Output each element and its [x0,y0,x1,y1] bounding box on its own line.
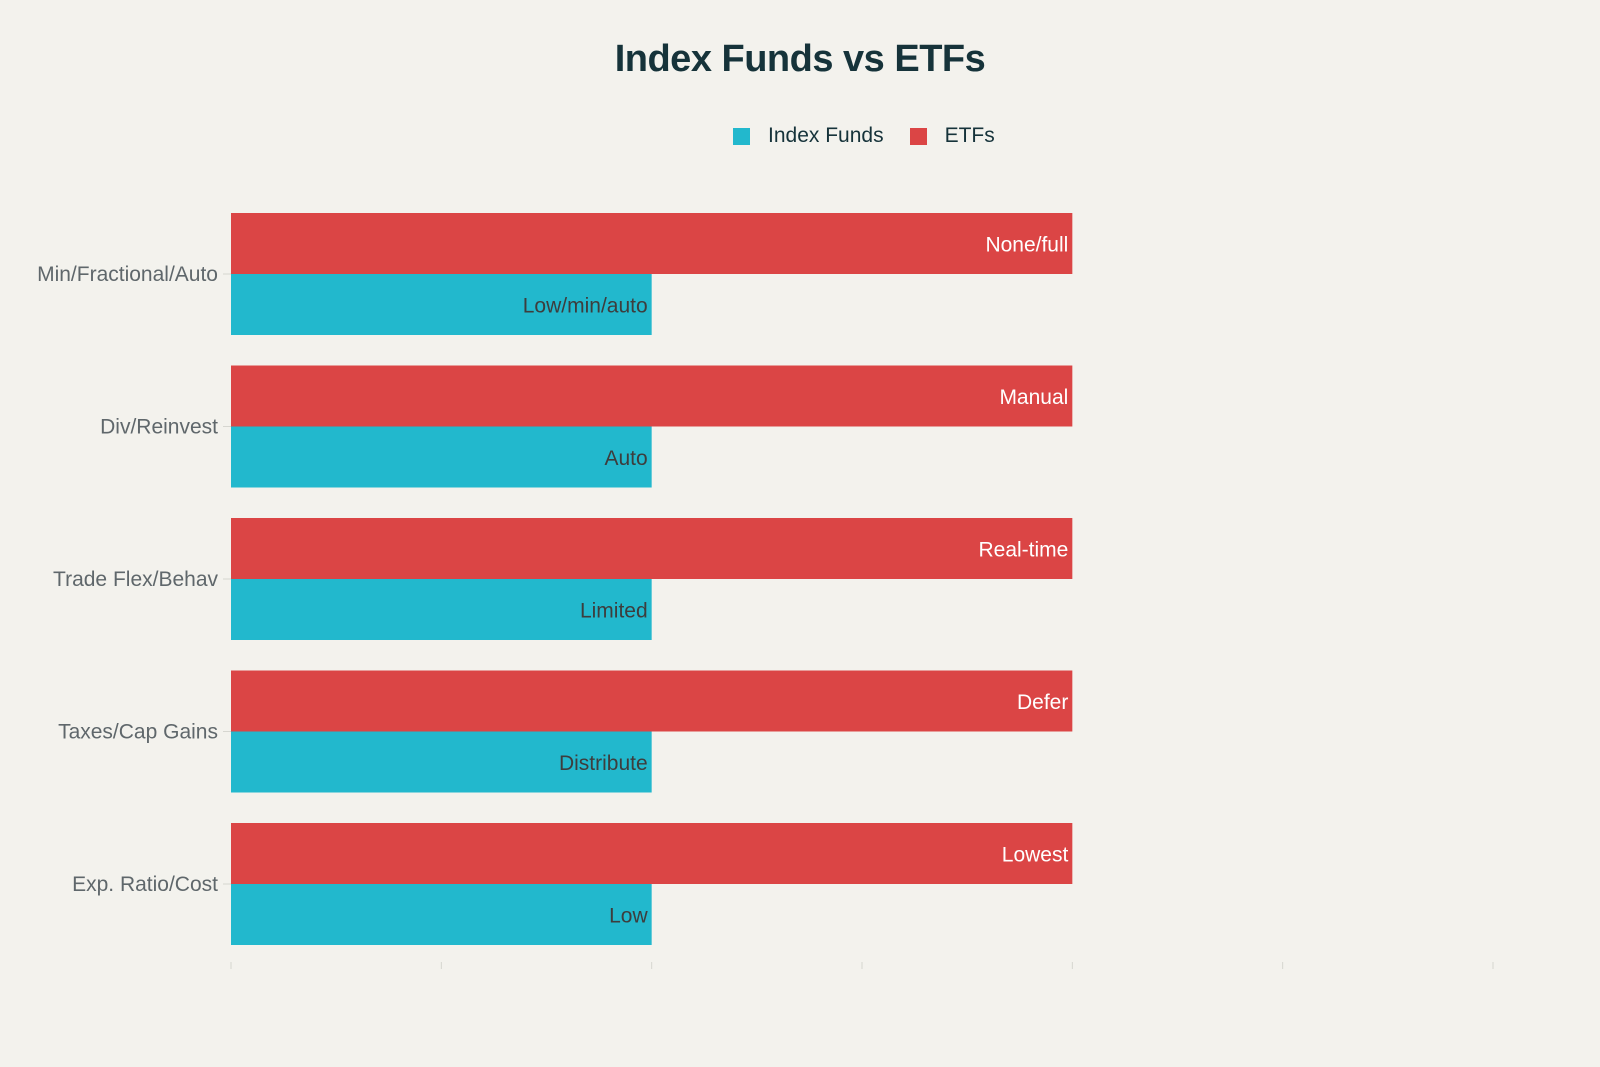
legend-item-index-funds[interactable]: Index Funds [733,124,884,148]
bar-etfs-min-fractional-auto [231,213,1073,274]
category-label-exp-ratio-cost: Exp. Ratio/Cost [72,873,218,896]
data-label-etfs-exp-ratio-cost: Lowest [1002,844,1069,867]
legend-label-index-funds: Index Funds [768,124,884,147]
data-label-etfs-trade-flex-behav: Real-time [978,539,1068,562]
chart-title: Index Funds vs ETFs [614,38,986,80]
bar-index-funds-trade-flex-behav [231,579,652,640]
data-label-index-funds-min-fractional-auto: Low/min/auto [523,295,648,318]
legend: Index Funds ETFs [733,124,1021,148]
category-label-trade-flex-behav: Trade Flex/Behav [53,568,218,591]
bar-etfs-trade-flex-behav [231,518,1073,579]
bar-index-funds-min-fractional-auto [231,274,652,335]
legend-label-etfs: ETFs [944,124,995,147]
data-label-index-funds-taxes-cap-gains: Distribute [559,752,648,775]
data-label-index-funds-div-reinvest: Auto [604,447,647,470]
data-label-etfs-min-fractional-auto: None/full [985,234,1068,257]
bar-index-funds-div-reinvest [231,426,652,488]
data-label-index-funds-trade-flex-behav: Limited [580,600,648,623]
legend-item-etfs[interactable]: ETFs [909,124,995,148]
category-label-div-reinvest: Div/Reinvest [100,416,218,439]
category-label-taxes-cap-gains: Taxes/Cap Gains [58,721,218,744]
bar-etfs-exp-ratio-cost [231,823,1073,884]
data-label-etfs-taxes-cap-gains: Defer [1017,691,1068,714]
legend-swatch-index-funds [733,127,750,145]
data-label-etfs-div-reinvest: Manual [999,386,1068,409]
bar-etfs-div-reinvest [231,365,1073,427]
bar-index-funds-taxes-cap-gains [231,731,652,793]
data-label-index-funds-exp-ratio-cost: Low [609,905,648,928]
bar-etfs-taxes-cap-gains [231,670,1073,732]
bar-index-funds-exp-ratio-cost [231,884,652,945]
category-label-min-fractional-auto: Min/Fractional/Auto [37,263,218,286]
legend-swatch-etfs [909,127,927,145]
